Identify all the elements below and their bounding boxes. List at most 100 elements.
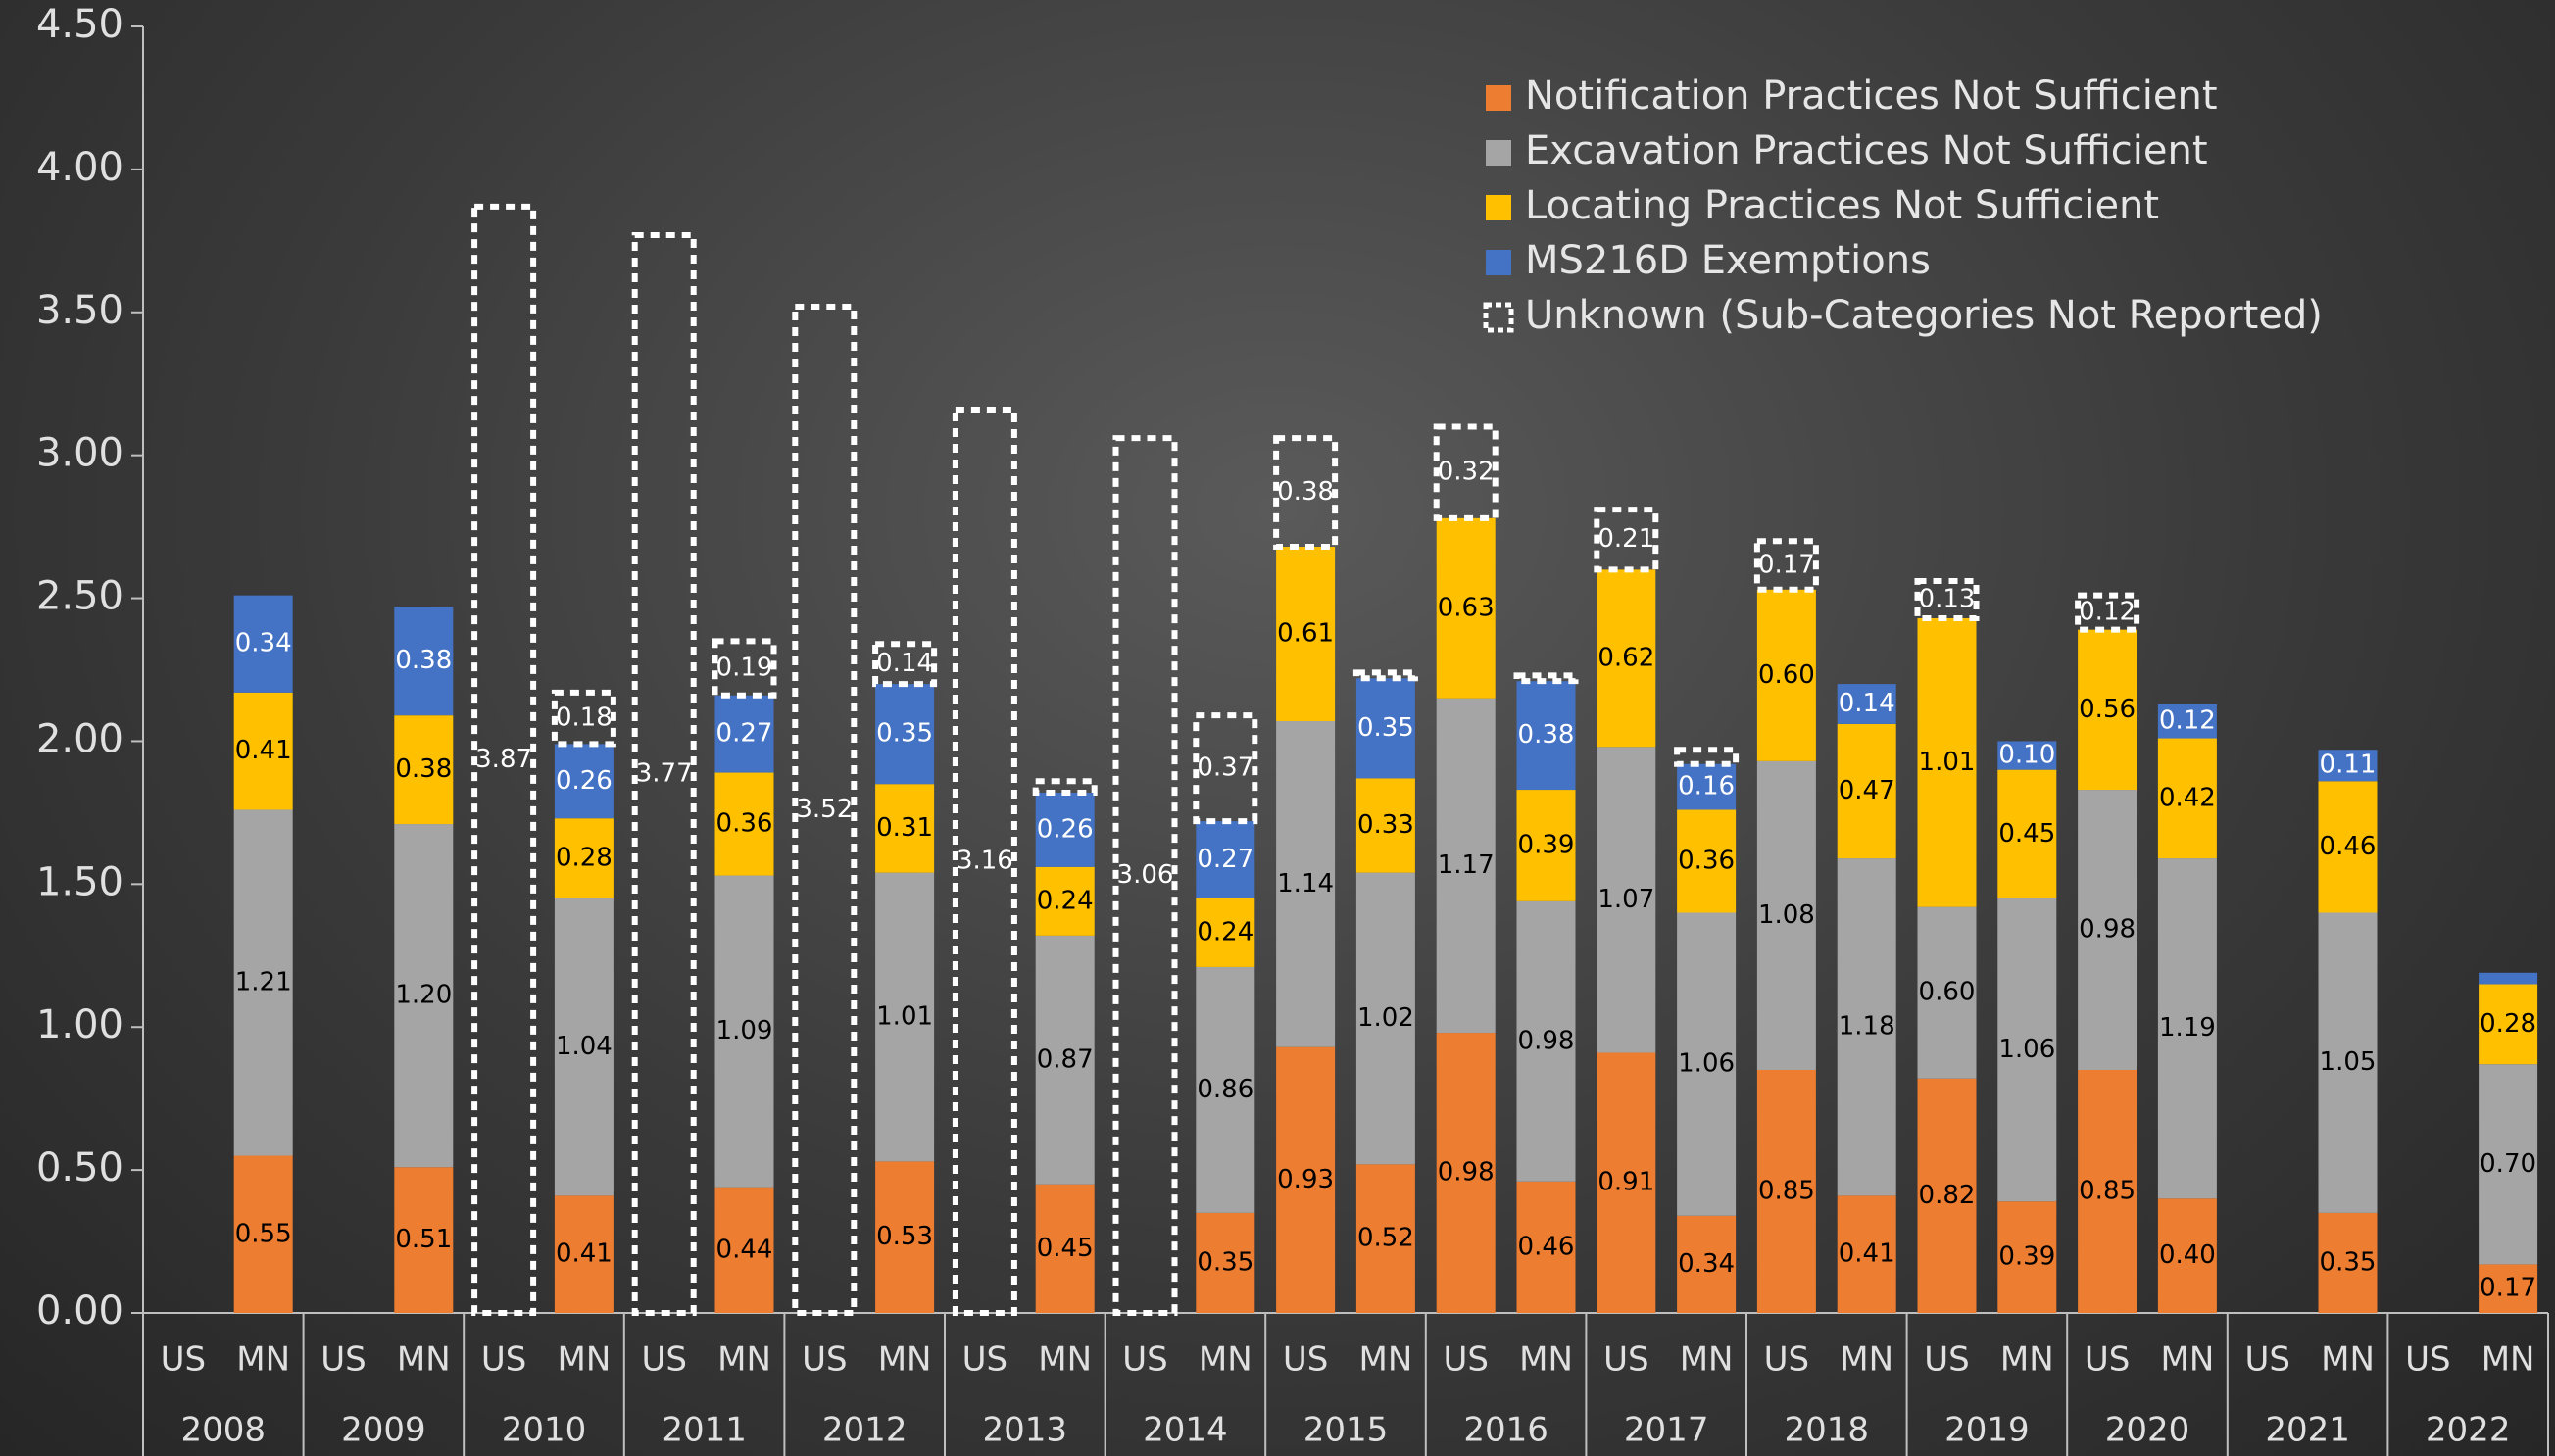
bar-segment — [2078, 1069, 2137, 1313]
x-tick-label: MN — [717, 1340, 771, 1380]
data-label: 0.26 — [556, 766, 613, 796]
data-label: 1.09 — [716, 1016, 773, 1045]
data-label: 0.36 — [1678, 846, 1735, 875]
data-label: 0.60 — [1919, 978, 1976, 1007]
group-label: 2014 — [1143, 1411, 1228, 1450]
bar-segment — [1837, 684, 1896, 724]
bar-segment — [394, 824, 454, 1168]
bar-segment — [2078, 790, 2137, 1070]
data-label: 1.18 — [1839, 1012, 1895, 1042]
bar-segment — [1516, 790, 1576, 901]
x-tick-label: US — [962, 1340, 1007, 1380]
data-label: 0.98 — [1518, 1026, 1575, 1055]
bar-segment — [1196, 966, 1255, 1213]
data-label: 0.41 — [556, 1239, 613, 1269]
x-tick-label: MN — [1840, 1340, 1893, 1380]
data-label: 1.17 — [1438, 850, 1495, 880]
legend-swatch — [1486, 250, 1511, 275]
bar-segment — [394, 715, 454, 825]
bar-segment — [233, 809, 293, 1156]
data-label: 0.55 — [235, 1219, 292, 1248]
y-tick-label: 3.00 — [36, 431, 123, 476]
bar-segment — [712, 638, 777, 699]
x-tick-label: MN — [1680, 1340, 1734, 1380]
data-label: 0.24 — [1197, 917, 1253, 946]
data-label: 0.31 — [876, 813, 933, 843]
data-label: 0.70 — [2480, 1149, 2536, 1179]
data-label: 0.12 — [2079, 598, 2136, 627]
group-label: 2011 — [662, 1411, 747, 1450]
x-tick-label: US — [1443, 1340, 1488, 1380]
x-tick-label: US — [1603, 1340, 1648, 1380]
data-label: 0.51 — [395, 1225, 452, 1254]
x-tick-label: US — [1283, 1340, 1328, 1380]
bar-segment — [1756, 760, 1816, 1070]
data-label: 0.33 — [1357, 810, 1414, 840]
bar-segment — [1516, 1181, 1576, 1313]
data-label: 0.27 — [716, 719, 773, 749]
legend-swatch — [1486, 85, 1511, 111]
x-tick-label: MN — [558, 1340, 612, 1380]
y-tick-label: 1.50 — [36, 859, 123, 904]
x-tick-label: US — [320, 1340, 366, 1380]
bar-segment — [233, 692, 293, 810]
data-label: 0.24 — [1037, 886, 1094, 915]
bar-segment — [1276, 721, 1336, 1047]
bar-segment — [1355, 1164, 1415, 1313]
data-label: 0.46 — [1518, 1232, 1575, 1261]
group-label: 2009 — [341, 1411, 426, 1450]
bar-segment — [2318, 781, 2378, 913]
y-tick-label: 3.50 — [36, 288, 123, 333]
bar-segment — [1035, 1184, 1095, 1313]
bar-segment — [1597, 1052, 1656, 1313]
x-tick-label: US — [2405, 1340, 2450, 1380]
data-label: 0.53 — [876, 1222, 933, 1251]
data-label: 0.61 — [1277, 619, 1334, 649]
data-label: 0.45 — [1037, 1234, 1094, 1263]
bar-segment — [1677, 763, 1737, 810]
data-label: 0.28 — [2480, 1009, 2536, 1039]
bar-segment — [1917, 617, 1977, 907]
bar-segment — [1193, 712, 1258, 825]
x-tick-label: US — [802, 1340, 847, 1380]
data-label: 0.63 — [1438, 593, 1495, 622]
bar-segment — [1513, 672, 1579, 685]
data-label: 0.62 — [1597, 643, 1654, 672]
bar-segment — [1597, 747, 1656, 1053]
data-label: 0.38 — [395, 754, 452, 784]
bar-segment — [1276, 547, 1336, 722]
bar-segment — [2479, 1264, 2538, 1313]
bar-segment — [714, 875, 774, 1188]
data-label: 0.12 — [2159, 706, 2216, 736]
y-tick-label: 2.50 — [36, 574, 123, 619]
x-tick-label: US — [161, 1340, 206, 1380]
bar-segment — [1196, 821, 1255, 898]
data-label: 0.27 — [1197, 845, 1253, 874]
data-label: 0.60 — [1758, 660, 1815, 690]
data-label: 1.14 — [1277, 869, 1334, 898]
data-label: 1.06 — [1678, 1049, 1735, 1079]
bar-segment — [875, 684, 935, 785]
data-label: 3.06 — [1117, 860, 1174, 890]
bar-segment — [631, 231, 697, 1316]
data-label: 0.14 — [876, 649, 933, 678]
bar-segment — [471, 203, 537, 1317]
legend-label: Locating Practices Not Sufficient — [1525, 183, 2159, 228]
data-label: 0.44 — [716, 1235, 773, 1264]
data-label: 0.35 — [2320, 1247, 2377, 1277]
data-label: 0.36 — [716, 809, 773, 839]
bar-segment — [875, 872, 935, 1162]
x-tick-label: MN — [236, 1340, 290, 1380]
data-label: 0.16 — [1678, 772, 1735, 801]
x-tick-label: US — [1924, 1340, 1969, 1380]
y-tick-label: 2.00 — [36, 716, 123, 761]
data-label: 0.38 — [1518, 720, 1575, 750]
bar-segment — [1997, 1201, 2057, 1313]
data-label: 0.38 — [1277, 477, 1334, 507]
bar-segment — [1753, 538, 1819, 593]
bar-segment — [233, 595, 293, 693]
group-label: 2021 — [2265, 1411, 2350, 1450]
bar-segment — [1035, 792, 1095, 867]
bar-segment — [1516, 681, 1576, 791]
data-label: 0.14 — [1839, 689, 1895, 718]
